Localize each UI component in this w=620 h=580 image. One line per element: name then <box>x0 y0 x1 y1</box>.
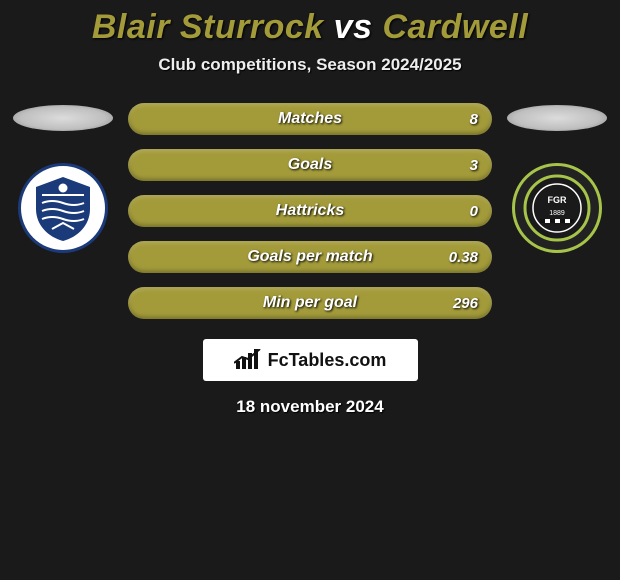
stat-right-value: 296 <box>453 295 478 312</box>
comparison-card: Blair Sturrock vs Cardwell Club competit… <box>0 0 620 417</box>
footer: FcTables.com 18 november 2024 <box>203 339 418 417</box>
bar-chart-icon <box>234 349 262 371</box>
stat-bar: Goals 3 <box>128 149 492 181</box>
svg-text:FGR: FGR <box>548 195 567 205</box>
card-subtitle: Club competitions, Season 2024/2025 <box>158 55 461 75</box>
brand-text: FcTables.com <box>268 350 387 371</box>
stat-right-value: 0 <box>470 203 478 220</box>
date-text: 18 november 2024 <box>236 397 383 417</box>
stat-bar: Goals per match 0.38 <box>128 241 492 273</box>
player2-photo-placeholder <box>507 105 607 131</box>
player1-club-crest <box>18 163 108 253</box>
stat-label: Matches <box>278 110 342 128</box>
svg-text:1889: 1889 <box>549 210 565 217</box>
left-side <box>8 103 118 253</box>
stats-column: Matches 8 Goals 3 Hattricks 0 Goals per … <box>118 103 502 319</box>
main-row: Matches 8 Goals 3 Hattricks 0 Goals per … <box>0 103 620 319</box>
stat-right-value: 8 <box>470 111 478 128</box>
stat-right-value: 3 <box>470 157 478 174</box>
stat-label: Goals per match <box>247 248 372 266</box>
stat-label: Min per goal <box>263 294 357 312</box>
vs-text: vs <box>334 8 373 46</box>
player1-name: Blair Sturrock <box>92 8 324 46</box>
player2-name: Cardwell <box>382 8 528 46</box>
southend-crest-icon <box>28 173 98 243</box>
stat-bar: Matches 8 <box>128 103 492 135</box>
stat-label: Goals <box>288 156 332 174</box>
stat-label: Hattricks <box>276 202 344 220</box>
brand-badge: FcTables.com <box>203 339 418 381</box>
stat-right-value: 0.38 <box>449 249 478 266</box>
forest-green-crest-icon: FGR 1889 <box>522 173 592 243</box>
right-side: FGR 1889 <box>502 103 612 253</box>
stat-bar: Hattricks 0 <box>128 195 492 227</box>
player2-club-crest: FGR 1889 <box>512 163 602 253</box>
stat-bar: Min per goal 296 <box>128 287 492 319</box>
card-title: Blair Sturrock vs Cardwell <box>92 8 528 47</box>
player1-photo-placeholder <box>13 105 113 131</box>
